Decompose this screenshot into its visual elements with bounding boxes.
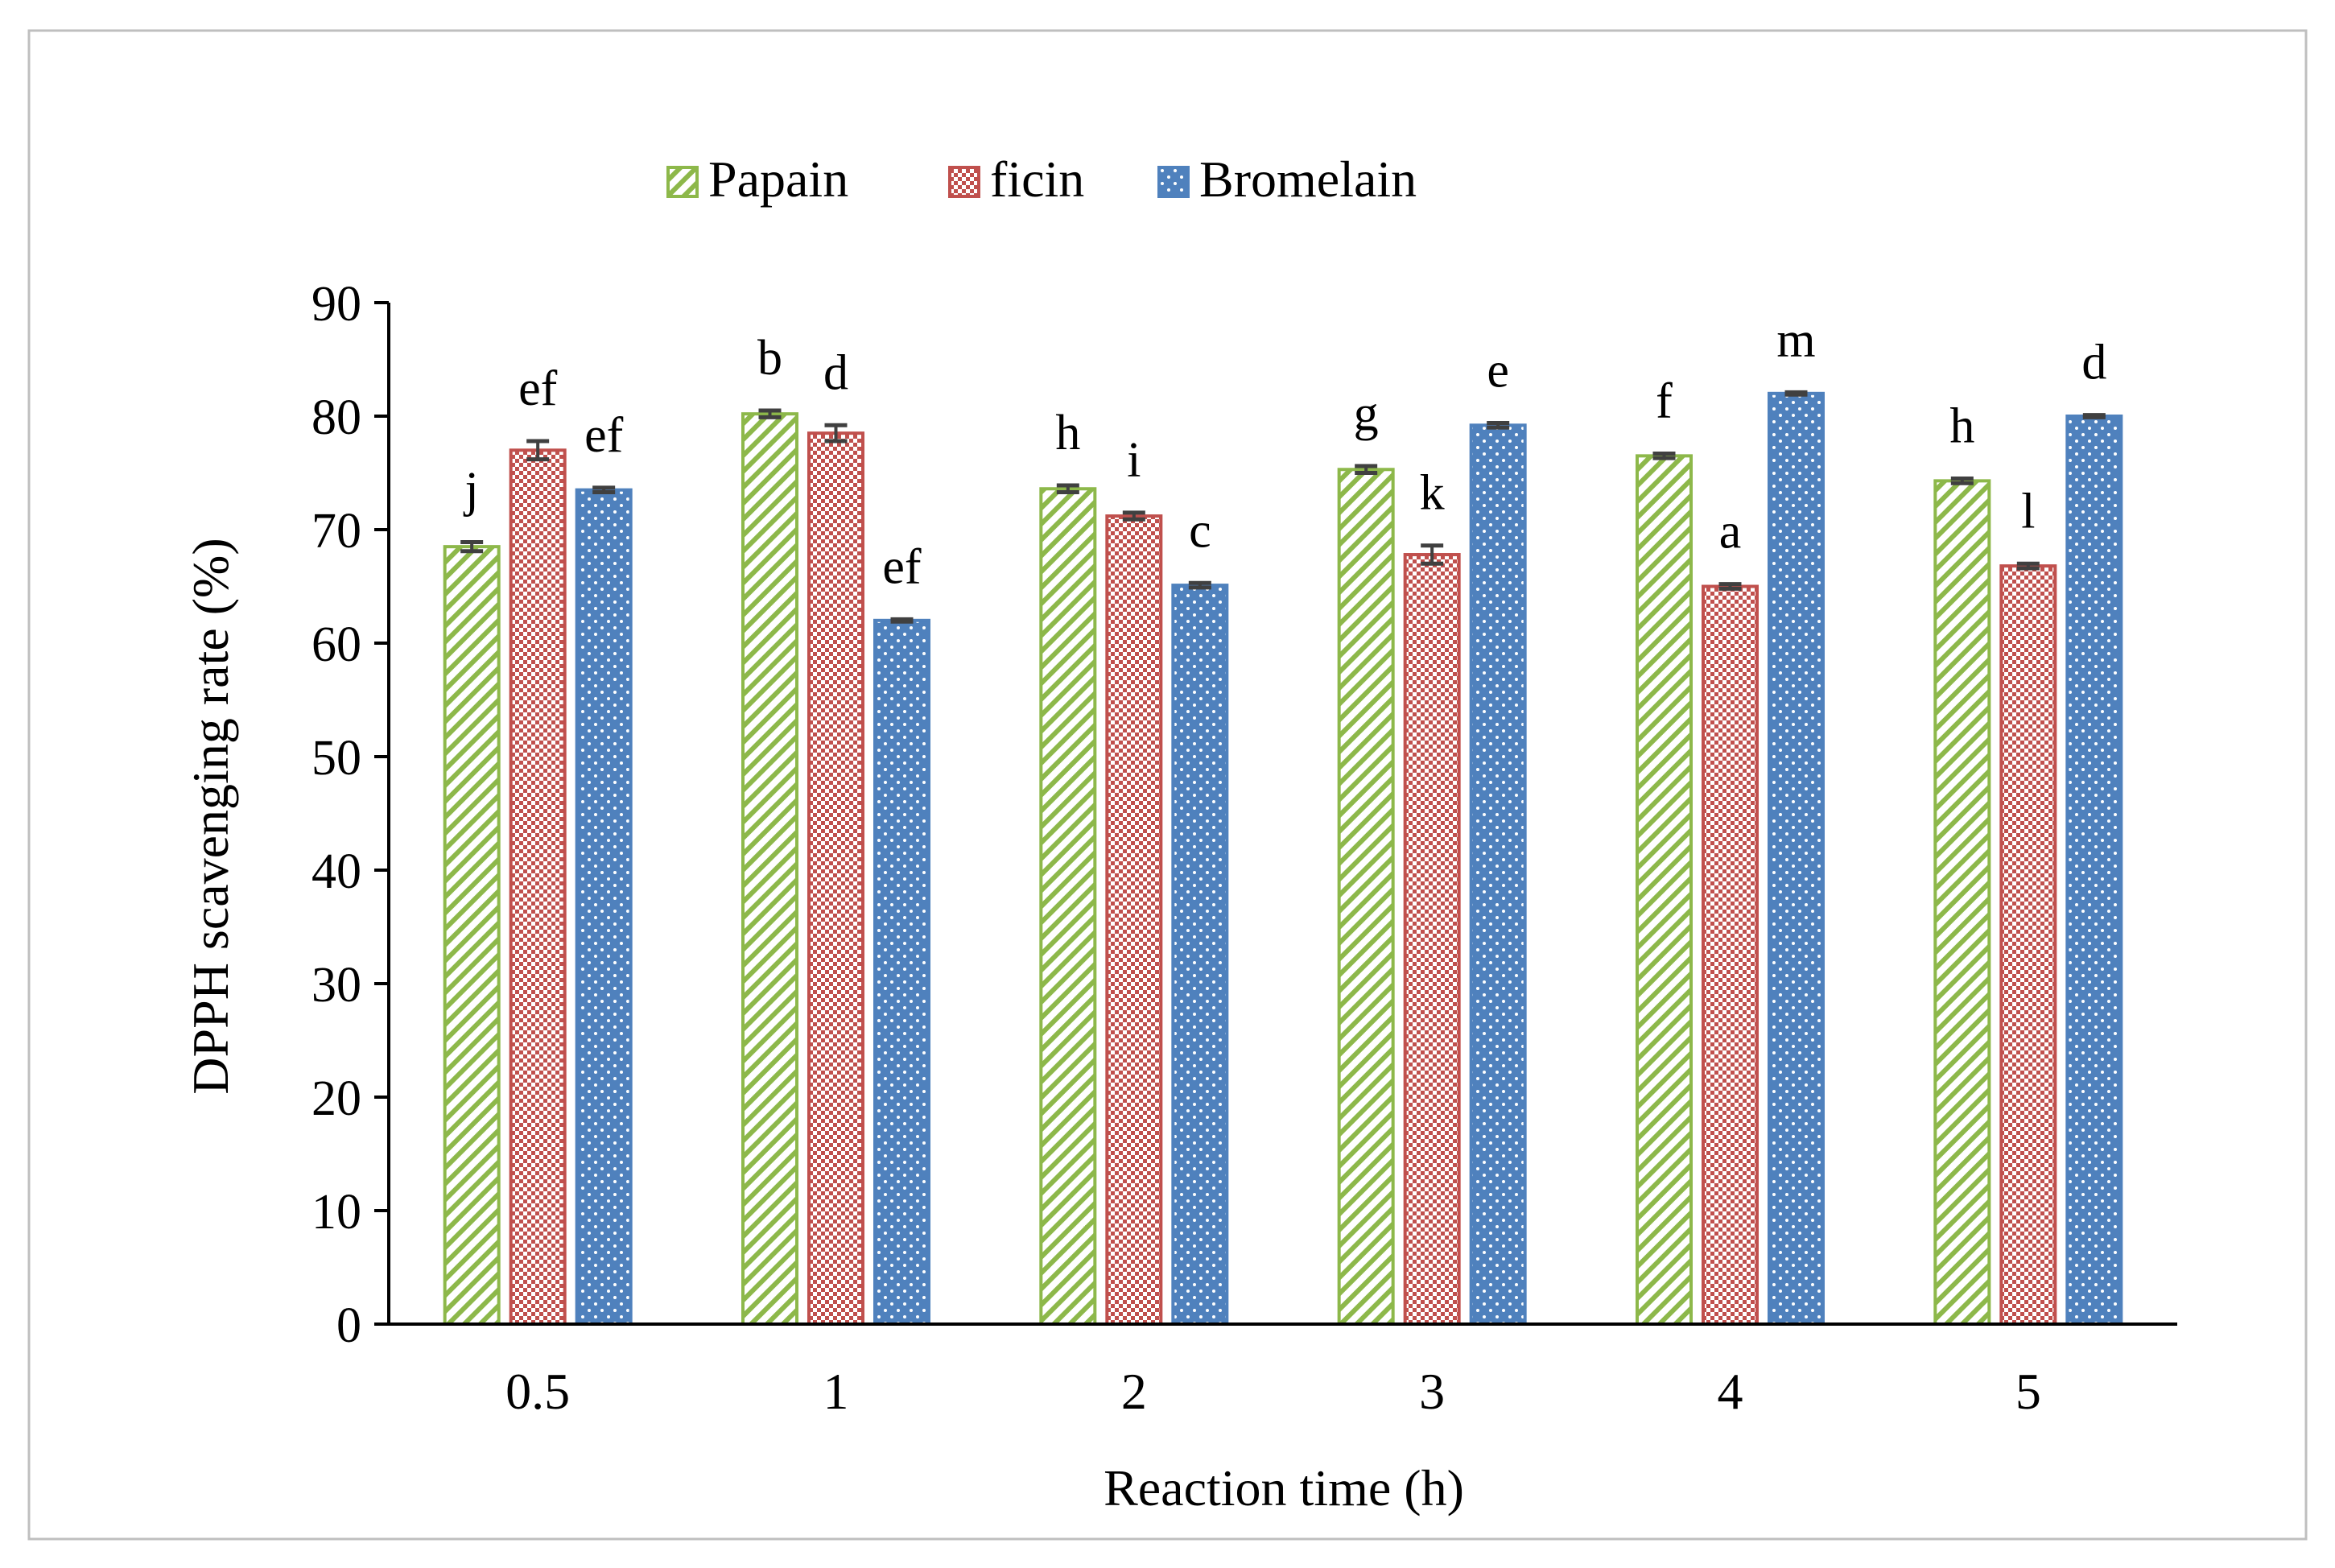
legend-swatch <box>948 166 980 198</box>
error-bar <box>2082 413 2106 419</box>
significance-label: d <box>823 345 848 400</box>
bar-papain-3 <box>1337 468 1395 1326</box>
significance-label: e <box>1487 343 1509 398</box>
error-bar <box>1784 390 1808 397</box>
bar-bromelain-2 <box>1171 584 1229 1326</box>
significance-label: a <box>1719 505 1742 559</box>
significance-label: l <box>2021 484 2035 538</box>
legend-label: Bromelain <box>1199 151 1417 208</box>
bar-papain-5 <box>1933 479 1991 1326</box>
bar-papain-0.5 <box>443 545 501 1326</box>
y-tick-label: 60 <box>311 617 361 672</box>
y-tick-label: 50 <box>311 731 361 786</box>
bar-bromelain-3 <box>1469 423 1527 1326</box>
x-tick-label: 4 <box>1718 1363 1743 1420</box>
error-bar <box>890 617 914 624</box>
legend-swatch <box>666 166 699 198</box>
significance-label: g <box>1354 386 1379 441</box>
error-bar <box>526 439 550 462</box>
error-bar <box>2016 561 2040 571</box>
bar-papain-4 <box>1636 454 1693 1326</box>
significance-label: ef <box>882 539 922 594</box>
significance-label: j <box>464 463 479 518</box>
error-bar <box>1188 580 1211 590</box>
x-axis-label: Reaction time (h) <box>1104 1459 1464 1516</box>
y-tick-label: 70 <box>311 504 361 559</box>
significance-label: i <box>1127 433 1141 488</box>
figure-border <box>27 29 2308 1541</box>
y-tick-label: 10 <box>311 1185 361 1240</box>
error-bar <box>460 540 484 554</box>
significance-label: d <box>2081 336 2106 390</box>
x-tick-label: 3 <box>1419 1363 1445 1420</box>
bar-ficin-2 <box>1105 514 1163 1326</box>
bar-ficin-5 <box>1999 564 2057 1326</box>
bar-bromelain-4 <box>1768 391 1825 1326</box>
x-tick-label: 5 <box>2015 1363 2041 1420</box>
y-axis: 0 10 20 30 40 50 60 70 80 90 <box>311 277 390 1353</box>
legend-label: Papain <box>708 151 848 208</box>
bar-ficin-1 <box>807 431 864 1326</box>
bar-papain-1 <box>741 412 798 1326</box>
significance-label: h <box>1949 399 1974 454</box>
y-tick-label: 80 <box>311 390 361 445</box>
legend-item-ficin: ficin <box>948 151 1084 208</box>
legend-item-papain: Papain <box>666 151 848 208</box>
significance-label: ef <box>518 361 558 416</box>
error-bar <box>1487 420 1510 430</box>
error-bar <box>1652 452 1676 460</box>
error-bar <box>758 408 782 419</box>
y-tick-label: 30 <box>311 958 361 1013</box>
y-axis-label: DPPH scavenging rate (%) <box>182 538 239 1094</box>
significance-label: m <box>1776 312 1815 367</box>
bar-ficin-0.5 <box>509 448 567 1326</box>
error-bar <box>824 423 848 444</box>
x-axis: 0.5 1 2 3 4 5 <box>389 1322 2177 1420</box>
bar-ficin-3 <box>1403 553 1461 1326</box>
legend-item-bromelain: Bromelain <box>1157 151 1417 208</box>
x-tick-label: 2 <box>1121 1363 1147 1420</box>
error-bar <box>1950 477 1974 485</box>
error-bar <box>1056 483 1079 494</box>
significance-label: ef <box>584 408 624 463</box>
significance-label: b <box>757 331 782 386</box>
x-tick-label: 0.5 <box>505 1363 570 1420</box>
bar-bromelain-5 <box>2065 415 2123 1326</box>
bar-ficin-4 <box>1702 584 1759 1326</box>
significance-label: f <box>1656 374 1673 429</box>
x-tick-label: 1 <box>823 1363 849 1420</box>
y-tick-label: 0 <box>336 1298 361 1353</box>
error-bar <box>1718 582 1742 591</box>
error-bar <box>592 485 616 494</box>
significance-label: c <box>1189 503 1211 558</box>
bar-bromelain-1 <box>873 618 930 1326</box>
legend-label: ficin <box>990 151 1084 208</box>
legend-swatch <box>1157 166 1190 198</box>
legend: Papain ficin Bromelain <box>666 151 1417 208</box>
error-bar <box>1122 510 1145 522</box>
bar-papain-2 <box>1039 487 1097 1326</box>
error-bar <box>1355 464 1378 475</box>
y-tick-label: 40 <box>311 844 361 899</box>
error-bar <box>1421 543 1444 566</box>
bar-bromelain-0.5 <box>575 488 633 1326</box>
y-tick-label: 20 <box>311 1071 361 1126</box>
y-tick-label: 90 <box>311 277 361 332</box>
significance-label: h <box>1055 406 1080 460</box>
significance-label: k <box>1420 466 1445 521</box>
